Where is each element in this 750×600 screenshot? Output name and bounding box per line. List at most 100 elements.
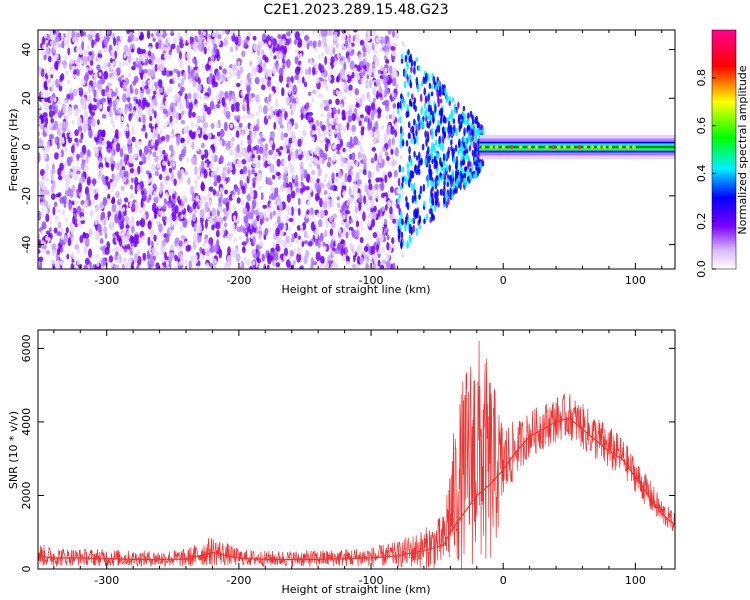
heatmap-cell <box>161 135 166 142</box>
heatmap-cell <box>70 171 74 177</box>
heatmap-cell <box>277 151 282 156</box>
heatmap-cell <box>292 220 296 226</box>
heatmap-cell <box>203 31 207 37</box>
heatmap-cell <box>217 40 221 46</box>
heatmap-cell <box>55 104 59 115</box>
heatmap-cell <box>433 147 437 154</box>
heatmap-cell <box>65 39 69 47</box>
heatmap-cell <box>106 105 111 113</box>
heatmap-cell <box>351 77 355 83</box>
heatmap-cell <box>157 79 163 88</box>
spectrogram-x-tick-label: -200 <box>226 274 251 287</box>
heatmap-cell <box>381 206 385 212</box>
snr-x-tick-label: 100 <box>625 574 646 587</box>
heatmap-cell <box>385 260 391 269</box>
heatmap-cell <box>434 160 437 168</box>
heatmap-cell <box>230 46 234 53</box>
heatmap-cell <box>335 240 339 246</box>
heatmap-cell <box>139 208 143 214</box>
heatmap-cell <box>356 243 363 254</box>
heatmap-cell <box>131 48 135 53</box>
heatmap-cell <box>122 241 126 247</box>
heatmap-cell <box>127 220 131 226</box>
heatmap-cell <box>216 174 222 184</box>
heatmap-cell <box>223 207 227 216</box>
heatmap-cell <box>392 78 397 86</box>
heatmap-cell <box>43 173 47 179</box>
heatmap-cell <box>318 219 323 228</box>
heatmap-cell <box>353 183 357 189</box>
heatmap-cell <box>273 155 277 161</box>
heatmap-cell <box>72 153 76 159</box>
heatmap-cell <box>381 246 385 252</box>
heatmap-cell <box>259 211 264 219</box>
heatmap-cell <box>418 194 421 200</box>
heatmap-cell <box>377 259 381 267</box>
heatmap-cell <box>413 165 417 174</box>
heatmap-cell <box>45 42 49 48</box>
heatmap-cell <box>342 74 346 80</box>
heatmap-cell <box>65 217 69 223</box>
heatmap-cell <box>55 262 59 268</box>
heatmap-cell <box>278 116 283 124</box>
heatmap-cell <box>142 48 146 54</box>
heatmap-cell <box>295 238 299 244</box>
heatmap-cell <box>83 203 87 209</box>
heatmap-cell <box>62 103 67 114</box>
heatmap-cell <box>307 195 311 201</box>
heatmap-cell <box>135 103 139 109</box>
heatmap-cell <box>417 113 420 122</box>
heatmap-cell <box>48 133 55 140</box>
heatmap-cell <box>51 163 55 171</box>
heatmap-cell <box>383 76 387 86</box>
heatmap-cell <box>261 49 265 56</box>
heatmap-cell <box>413 60 417 67</box>
heatmap-cell <box>70 145 75 154</box>
heatmap-cell <box>318 62 322 71</box>
heatmap-cell <box>89 227 93 233</box>
heatmap-cell <box>169 102 175 112</box>
heatmap-cell <box>148 246 152 252</box>
heatmap-cell <box>415 57 419 63</box>
heatmap-cell <box>152 37 156 42</box>
heatmap-cell <box>141 97 147 107</box>
heatmap-cell <box>191 57 196 64</box>
colorbar-gradient <box>711 29 737 270</box>
heatmap-cell <box>201 63 205 69</box>
heatmap-cell <box>383 136 388 144</box>
spectrogram-y-tick-label: 40 <box>20 43 33 57</box>
heatmap-cell <box>450 109 454 116</box>
heatmap-cell <box>297 207 301 217</box>
heatmap-cell <box>349 165 354 170</box>
heatmap-cell <box>412 133 416 140</box>
heatmap-cell <box>101 113 107 119</box>
heatmap-cell <box>239 79 243 85</box>
heatmap-cell <box>192 43 196 49</box>
heatmap-cell <box>387 30 392 35</box>
heatmap-cell <box>235 130 240 138</box>
heatmap-cell <box>202 242 206 248</box>
heatmap-cell <box>229 123 233 129</box>
heatmap-cell <box>362 169 367 176</box>
heatmap-cell <box>159 185 162 195</box>
heatmap-cell <box>340 161 344 167</box>
heatmap-cell <box>413 194 417 202</box>
heatmap-cell <box>133 253 139 263</box>
heatmap-cell <box>342 214 346 220</box>
heatmap-cell <box>301 76 305 84</box>
heatmap-cell <box>91 104 98 111</box>
heatmap-cell <box>328 99 332 105</box>
heatmap-cell <box>232 30 236 34</box>
heatmap-cell <box>326 161 332 168</box>
heatmap-cell <box>156 251 160 257</box>
heatmap-cell <box>52 206 56 216</box>
heatmap-cell <box>178 206 182 212</box>
heatmap-cell <box>105 175 109 186</box>
heatmap-cell <box>144 54 148 60</box>
heatmap-cell <box>243 215 249 224</box>
heatmap-cell <box>241 199 245 205</box>
heatmap-cell <box>365 201 369 207</box>
heatmap-cell <box>160 231 164 238</box>
heatmap-cell <box>76 153 80 162</box>
heatmap-cell <box>348 70 352 76</box>
